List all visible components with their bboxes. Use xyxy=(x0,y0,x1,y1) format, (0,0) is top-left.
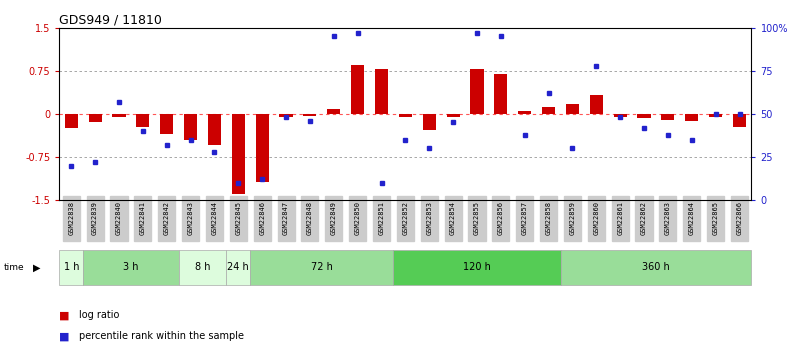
Bar xyxy=(279,114,293,117)
Text: ■: ■ xyxy=(59,310,70,321)
Bar xyxy=(709,114,722,117)
Bar xyxy=(255,114,269,182)
Bar xyxy=(561,250,751,285)
Bar xyxy=(661,114,675,120)
Bar xyxy=(733,114,746,127)
Bar xyxy=(208,114,221,146)
Text: log ratio: log ratio xyxy=(79,310,119,321)
Text: time: time xyxy=(4,263,25,272)
Text: 72 h: 72 h xyxy=(311,263,333,272)
Bar xyxy=(590,96,603,114)
Bar xyxy=(471,69,483,114)
Bar xyxy=(232,114,245,194)
Bar xyxy=(393,250,561,285)
Bar xyxy=(638,114,651,118)
Bar xyxy=(494,73,507,114)
Text: percentile rank within the sample: percentile rank within the sample xyxy=(79,331,244,341)
Bar xyxy=(59,250,83,285)
Bar xyxy=(447,114,460,117)
Text: 8 h: 8 h xyxy=(195,263,210,272)
Bar xyxy=(226,250,250,285)
Bar xyxy=(89,114,102,122)
Bar xyxy=(160,114,173,134)
Bar xyxy=(250,250,393,285)
Text: GDS949 / 11810: GDS949 / 11810 xyxy=(59,14,162,27)
Bar xyxy=(566,104,579,114)
Bar xyxy=(685,114,698,121)
Bar xyxy=(179,250,226,285)
Bar xyxy=(542,107,555,114)
Bar xyxy=(518,111,532,114)
Bar xyxy=(351,65,364,114)
Bar xyxy=(65,114,78,128)
Text: 120 h: 120 h xyxy=(463,263,491,272)
Text: 24 h: 24 h xyxy=(228,263,249,272)
Bar xyxy=(375,69,388,114)
Bar xyxy=(422,114,436,130)
Text: 3 h: 3 h xyxy=(123,263,138,272)
Bar xyxy=(83,250,179,285)
Text: 360 h: 360 h xyxy=(642,263,670,272)
Bar xyxy=(399,114,412,117)
Bar xyxy=(112,114,126,117)
Bar xyxy=(136,114,149,127)
Text: 1 h: 1 h xyxy=(63,263,79,272)
Text: ■: ■ xyxy=(59,331,70,341)
Bar xyxy=(614,114,626,117)
Bar xyxy=(184,114,197,140)
Bar xyxy=(327,109,340,114)
Text: ▶: ▶ xyxy=(33,263,40,272)
Bar xyxy=(304,114,316,116)
